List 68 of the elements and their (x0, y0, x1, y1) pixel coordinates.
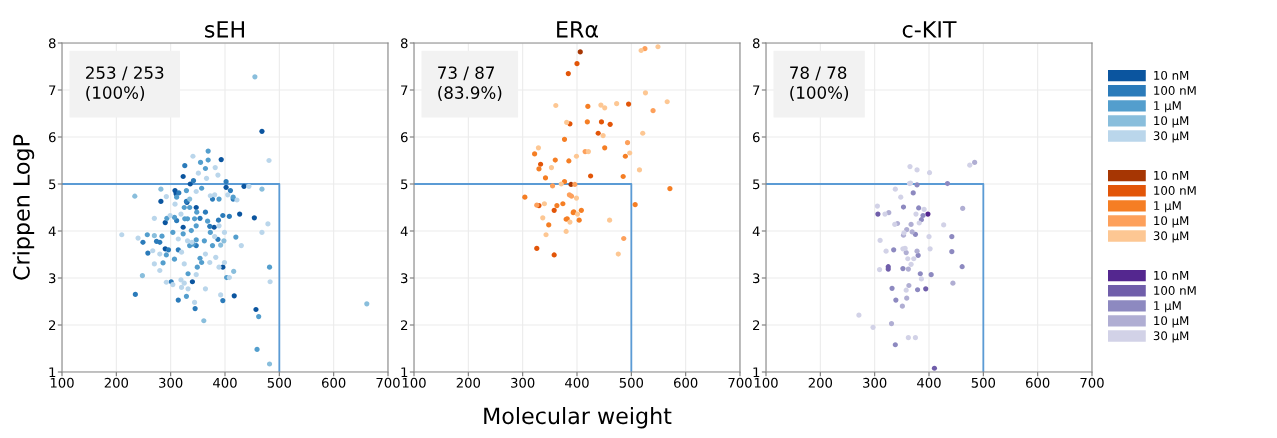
y-tick-label: 6 (48, 132, 56, 143)
legend-label: 100 nM (1154, 86, 1196, 95)
y-tick-label: 3 (753, 273, 760, 284)
y-tick-label: 3 (401, 273, 408, 284)
chart-title: c-KIT (902, 21, 957, 38)
chart-title: sEH (205, 21, 244, 38)
x-tick-label: 100 (402, 377, 426, 388)
y-tick-label: 4 (752, 226, 760, 237)
x-tick-label: 500 (971, 377, 996, 388)
y-tick-label: 5 (49, 179, 56, 190)
y-tick-label: 8 (48, 38, 56, 49)
x-tick-label: 600 (322, 377, 346, 388)
y-tick-label: 2 (753, 320, 760, 331)
y-tick-label: 7 (49, 85, 56, 96)
x-tick-label: 600 (1026, 377, 1050, 388)
y-tick-label: 8 (752, 38, 760, 49)
y-tick-label: 3 (49, 273, 56, 284)
legend-label: 1 μM (1154, 101, 1181, 113)
y-tick-label: 6 (400, 132, 408, 143)
y-tick-label: 6 (752, 132, 760, 143)
x-tick-label: 400 (565, 377, 589, 388)
legend-label: 10 nM (1154, 170, 1189, 180)
y-tick-label: 5 (753, 179, 760, 190)
annotation: 78 / 78 (100%) (790, 66, 849, 101)
legend-label: 10 μM (1154, 116, 1189, 128)
legend-label: 10 nM (1154, 70, 1189, 80)
legend-label: 30 μM (1153, 331, 1189, 343)
y-tick-label: 7 (753, 85, 760, 96)
legend-label: 100 nM (1154, 186, 1196, 195)
y-axis-title: Crippen LogP (12, 134, 35, 280)
y-tick-label: 8 (400, 38, 408, 49)
y-tick-label: 1 (49, 367, 56, 378)
y-tick-label: 4 (400, 226, 408, 237)
legend-label: 100 nM (1154, 286, 1196, 295)
y-tick-label: 2 (49, 320, 56, 331)
x-tick-label: 200 (104, 377, 129, 388)
x-axis-title: Molecular weight (484, 406, 672, 429)
y-tick-label: 4 (48, 226, 56, 237)
chart-title: ERα (557, 21, 598, 38)
legend-label: 1 μM (1154, 301, 1181, 313)
legend-label: 10 μM (1154, 216, 1189, 228)
x-tick-label: 500 (267, 377, 292, 388)
x-tick-label: 100 (754, 377, 778, 388)
x-tick-label: 600 (674, 377, 698, 388)
y-tick-label: 2 (401, 320, 408, 331)
legend-label: 1 μM (1154, 201, 1181, 213)
legend-label: 10 nM (1154, 270, 1189, 280)
y-tick-label: 5 (401, 179, 408, 190)
x-tick-label: 700 (728, 377, 752, 388)
legend-label: 30 μM (1153, 231, 1189, 243)
x-tick-label: 200 (456, 377, 481, 388)
x-tick-label: 400 (917, 377, 941, 388)
annotation: 73 / 87 (83.9%) (438, 66, 502, 101)
annotation: 253 / 253 (100%) (86, 66, 164, 101)
y-tick-label: 7 (401, 85, 408, 96)
x-tick-label: 300 (159, 377, 183, 388)
x-tick-label: 700 (376, 377, 400, 388)
y-tick-label: 1 (401, 367, 408, 378)
x-tick-label: 700 (1080, 377, 1104, 388)
x-tick-label: 300 (863, 377, 887, 388)
x-tick-label: 300 (511, 377, 535, 388)
x-tick-label: 100 (50, 377, 74, 388)
y-tick-label: 1 (753, 367, 760, 378)
x-tick-label: 400 (213, 377, 237, 388)
x-tick-label: 200 (808, 377, 833, 388)
legend-label: 30 μM (1153, 131, 1189, 143)
legend-label: 10 μM (1154, 316, 1189, 328)
x-tick-label: 500 (619, 377, 644, 388)
